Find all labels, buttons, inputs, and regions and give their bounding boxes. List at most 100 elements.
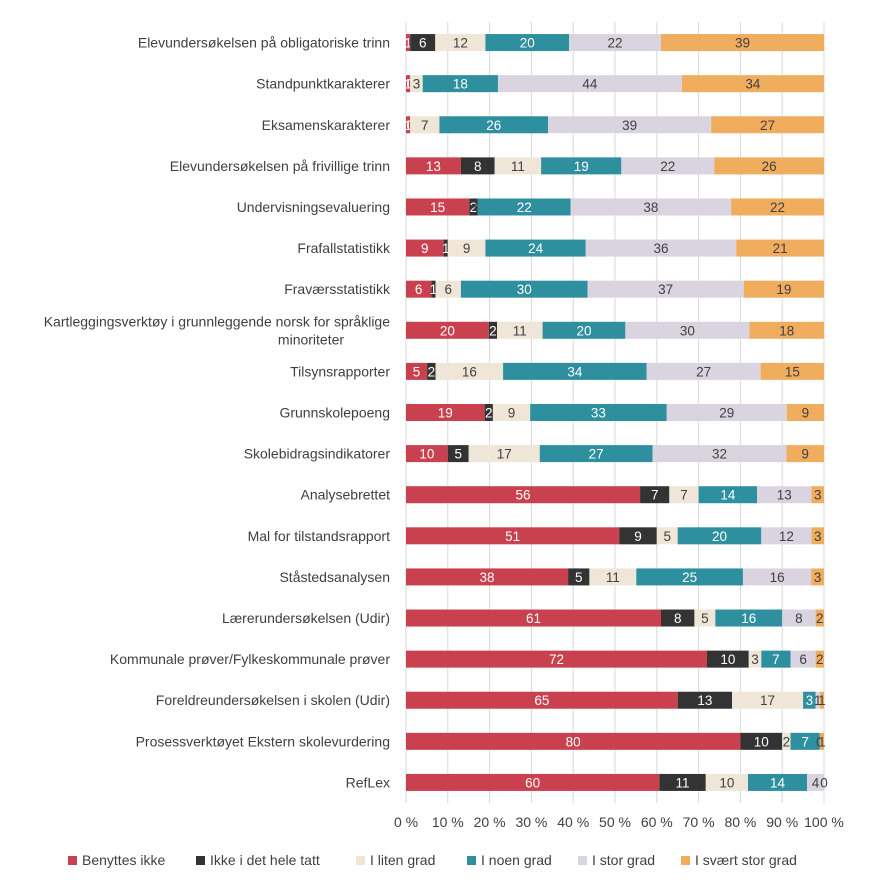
bar-segment bbox=[477, 198, 571, 216]
bar-segment bbox=[731, 198, 824, 216]
data-label: 5 bbox=[454, 447, 462, 462]
bar-segment bbox=[706, 650, 749, 668]
data-label: 18 bbox=[453, 77, 468, 92]
x-tick-label: 30 % bbox=[515, 814, 547, 830]
bar-segment bbox=[790, 650, 816, 668]
data-label: 33 bbox=[591, 406, 606, 421]
data-label: 60 bbox=[525, 775, 540, 790]
category-label: Foreldreundersøkelsen i skolen (Udir) bbox=[156, 692, 390, 708]
bar-segment bbox=[497, 75, 682, 93]
bar-segment bbox=[803, 691, 816, 709]
data-label: 12 bbox=[453, 36, 468, 51]
bar-segment bbox=[435, 362, 504, 380]
category-label: Kommunale prøver/Fylkeskommunale prøver bbox=[110, 651, 390, 667]
legend-swatch bbox=[356, 856, 365, 865]
bar-segment bbox=[484, 404, 493, 421]
bar-segment bbox=[666, 404, 787, 421]
bar-segment bbox=[530, 404, 667, 421]
bar-segment bbox=[410, 75, 423, 93]
bar-segment bbox=[406, 650, 707, 668]
x-axis-ticks: 0 % 10 % 20 % 30 % 40 % 50 % 60 % 70 % 80 % 90 % 1… bbox=[394, 814, 844, 830]
bar-segment bbox=[485, 239, 586, 257]
data-label: 9 bbox=[801, 447, 809, 462]
bar-segment bbox=[749, 321, 824, 339]
bar-segment bbox=[815, 650, 824, 668]
category-label: Mal for tilstandsrapport bbox=[248, 528, 391, 544]
data-label: 2 bbox=[783, 734, 791, 749]
data-label: 17 bbox=[760, 693, 775, 708]
bar-segment bbox=[677, 691, 733, 709]
x-tick-label: 90 % bbox=[766, 814, 798, 830]
data-label: 2 bbox=[816, 652, 824, 667]
data-label: 20 bbox=[576, 323, 591, 338]
bar-segment bbox=[406, 280, 432, 298]
bar-segment bbox=[460, 157, 495, 175]
category-label: Frafallstatistikk bbox=[297, 240, 391, 256]
data-label: 11 bbox=[676, 775, 690, 790]
legend-swatch bbox=[68, 856, 77, 865]
bar-segment bbox=[488, 321, 498, 339]
bar-segment bbox=[539, 445, 653, 463]
bar-segment bbox=[815, 609, 824, 627]
x-tick-label: 70 % bbox=[683, 814, 715, 830]
bar-segment bbox=[406, 527, 620, 545]
bar-segment bbox=[705, 773, 748, 791]
data-label: 13 bbox=[777, 488, 792, 503]
bar-segment bbox=[660, 609, 695, 627]
data-label: 16 bbox=[770, 570, 785, 585]
data-label: 3 bbox=[814, 488, 822, 503]
data-label: 12 bbox=[779, 529, 794, 544]
bar-segment bbox=[660, 34, 824, 52]
bar-segment bbox=[782, 732, 791, 750]
data-label: 2 bbox=[470, 200, 478, 215]
bar-segment bbox=[435, 34, 486, 52]
bar-segment bbox=[715, 609, 783, 627]
category-label: Undervisningsevaluering bbox=[237, 199, 390, 215]
bar-segment bbox=[646, 362, 761, 380]
bar-segment bbox=[621, 157, 715, 175]
bar-segment bbox=[406, 691, 678, 709]
legend-label: Ikke i det hele tatt bbox=[210, 852, 320, 868]
bar-segment bbox=[811, 527, 824, 545]
data-label: 22 bbox=[517, 200, 532, 215]
bar-segment bbox=[669, 486, 699, 504]
bar-segment bbox=[447, 239, 486, 257]
bar-segment bbox=[807, 773, 824, 791]
data-label: 16 bbox=[462, 364, 477, 379]
x-tick-label: 10 % bbox=[432, 814, 464, 830]
data-label: 10 bbox=[720, 652, 735, 667]
bar-segment bbox=[485, 34, 570, 52]
data-label: 27 bbox=[589, 447, 604, 462]
data-label: 9 bbox=[463, 241, 471, 256]
bar-segment bbox=[748, 773, 808, 791]
data-label: 17 bbox=[497, 447, 512, 462]
data-label: 30 bbox=[517, 282, 532, 297]
data-label: 61 bbox=[526, 611, 541, 626]
data-label: 7 bbox=[680, 488, 688, 503]
data-label: 6 bbox=[419, 36, 427, 51]
bar-segment bbox=[497, 321, 543, 339]
bar-segment bbox=[439, 116, 549, 134]
data-label: 30 bbox=[680, 323, 695, 338]
bar-segment bbox=[714, 157, 824, 175]
category-label: Elevundersøkelsen på frivillige trinn bbox=[170, 158, 390, 174]
bar-segment bbox=[743, 280, 824, 298]
bar-segment bbox=[619, 527, 657, 545]
bar-segment bbox=[732, 691, 804, 709]
data-label: 6 bbox=[415, 282, 423, 297]
bar-segment bbox=[786, 404, 824, 421]
bar-segment bbox=[406, 34, 411, 52]
bar-segment bbox=[652, 445, 787, 463]
data-label: 19 bbox=[776, 282, 791, 297]
data-label: 22 bbox=[660, 159, 675, 174]
bar-segment bbox=[819, 732, 824, 750]
data-label: 24 bbox=[528, 241, 544, 256]
bar-segment bbox=[541, 157, 622, 175]
bar-segment bbox=[406, 773, 660, 791]
bar-segment bbox=[760, 362, 824, 380]
legend-label: I stor grad bbox=[592, 852, 655, 868]
data-label: 10 bbox=[754, 734, 769, 749]
bar-segment bbox=[819, 691, 824, 709]
legend: Benyttes ikke Ikke i det hele tatt I liten… bbox=[68, 852, 797, 868]
legend-label: I svært stor grad bbox=[695, 852, 797, 868]
